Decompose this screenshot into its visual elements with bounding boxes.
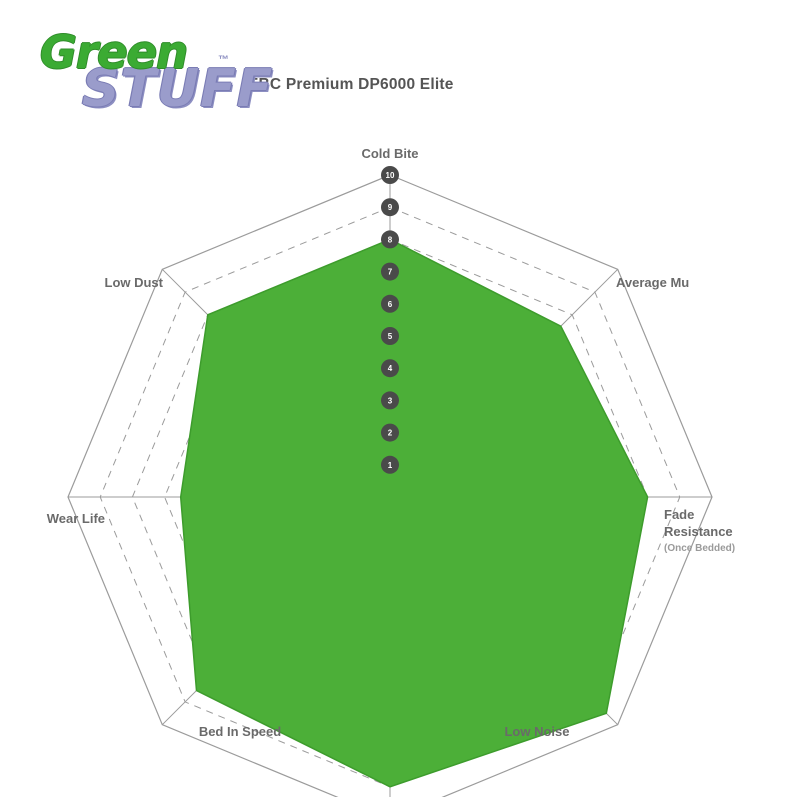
tick-label: 7 <box>388 268 393 277</box>
tick-label: 9 <box>388 203 393 212</box>
page-title: EBC Premium DP6000 Elite <box>248 76 454 93</box>
tick-label: 8 <box>388 235 393 244</box>
tick-badge <box>381 198 399 217</box>
tick-label: 3 <box>388 396 393 405</box>
logo-word-green: Green <box>40 26 188 79</box>
tick-label: 6 <box>388 300 393 309</box>
grid-ring <box>67 174 713 797</box>
tick-badge <box>381 391 399 410</box>
axis-label-cold-bite: Cold Bite <box>361 146 418 161</box>
axis-label-fade-resistance-line1: Fade <box>664 507 694 522</box>
axis-label-fade-resistance-line2: Resistance <box>664 524 733 539</box>
axis-label-bed-in-speed: Bed In Speed <box>199 724 281 739</box>
trademark-symbol: ™ <box>218 54 229 66</box>
tick-badge <box>381 423 399 442</box>
axis-label-low-noise: Low Noise <box>504 724 569 739</box>
tick-label: 10 <box>386 171 395 180</box>
axis-label-fade-resistance-line3: (Once Bedded) <box>664 543 735 554</box>
tick-badge <box>381 294 399 313</box>
greenstuff-logo: STUFF Green ™ <box>40 26 272 126</box>
axis-label-wear-life: Wear Life <box>47 511 105 526</box>
tick-label: 2 <box>388 429 393 438</box>
tick-badge <box>381 455 399 474</box>
tick-badge <box>381 166 399 184</box>
tick-badge <box>381 359 399 378</box>
tick-label: 1 <box>388 461 393 470</box>
tick-badge <box>381 327 399 345</box>
grid-ring <box>131 238 649 756</box>
radar-series-polygon <box>179 238 649 788</box>
tick-label: 5 <box>388 332 393 341</box>
tick-badge <box>381 230 399 249</box>
axis-label-low-dust: Low Dust <box>105 275 164 290</box>
radar-tick-badges: 10 9 8 7 6 5 4 3 2 1 <box>381 166 399 474</box>
tick-label: 4 <box>388 364 393 373</box>
axis-label-average-mu: Average Mu <box>616 275 689 290</box>
series-polygon-ebc-premium-dp6000-elite <box>179 238 649 788</box>
logo-word-stuff: STUFF <box>82 59 274 119</box>
tick-badge <box>381 262 399 281</box>
